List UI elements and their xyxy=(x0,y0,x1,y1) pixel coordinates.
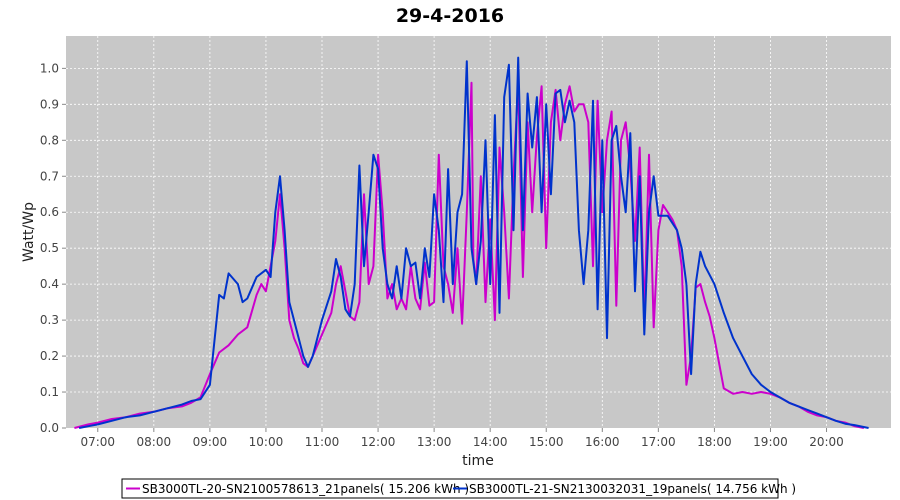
x-tick-label: 13:00 xyxy=(417,435,452,449)
y-tick-label: 0.3 xyxy=(40,313,59,327)
x-tick-label: 16:00 xyxy=(585,435,620,449)
y-tick-label: 0.6 xyxy=(40,205,59,219)
y-axis: 0.0 0.1 0.2 0.3 0.4 0.5 0.6 0.7 0.8 0.9 1.0 xyxy=(40,61,66,435)
series-lines xyxy=(74,56,869,429)
x-tick-label: 17:00 xyxy=(641,435,676,449)
y-tick-label: 0.8 xyxy=(40,133,59,147)
x-tick-label: 14:00 xyxy=(473,435,508,449)
x-tick-label: 12:00 xyxy=(361,435,396,449)
y-tick-label: 0.5 xyxy=(40,241,59,255)
legend-entry-sb3000tl-20: SB3000TL-20-SN2100578613_21panels( 15.20… xyxy=(142,482,469,496)
y-tick-label: 0.9 xyxy=(40,97,59,111)
x-tick-label: 09:00 xyxy=(193,435,228,449)
y-tick-label: 0.7 xyxy=(40,169,59,183)
y-tick-label: 1.0 xyxy=(40,61,59,75)
x-tick-label: 11:00 xyxy=(305,435,340,449)
y-axis-label: Watt/Wp xyxy=(21,202,37,262)
x-tick-label: 19:00 xyxy=(753,435,788,449)
legend-box xyxy=(121,478,779,499)
series-line-1 xyxy=(74,81,865,429)
x-tick-label: 10:00 xyxy=(249,435,284,449)
y-tick-label: 0.0 xyxy=(40,421,59,435)
x-axis-label: time xyxy=(462,453,494,469)
y-tick-label: 0.4 xyxy=(40,277,59,291)
y-tick-label: 0.1 xyxy=(40,385,59,399)
x-tick-label: 07:00 xyxy=(80,435,115,449)
x-axis: 07:00 08:00 09:00 10:00 11:00 12:00 13:00 14:00… xyxy=(80,428,844,449)
grid xyxy=(66,36,891,428)
legend-entry-sb3000tl-21: SB3000TL-21-SN2130032031_19panels( 14.75… xyxy=(469,482,796,496)
series-line-2 xyxy=(78,56,869,429)
x-tick-label: 20:00 xyxy=(809,435,844,449)
x-tick-label: 08:00 xyxy=(137,435,172,449)
x-tick-label: 18:00 xyxy=(697,435,732,449)
x-tick-label: 15:00 xyxy=(529,435,564,449)
y-tick-label: 0.2 xyxy=(40,349,59,363)
legend: SB3000TL-20-SN2100578613_21panels( 15.20… xyxy=(121,478,796,499)
chart-title: 29-4-2016 xyxy=(396,5,504,27)
